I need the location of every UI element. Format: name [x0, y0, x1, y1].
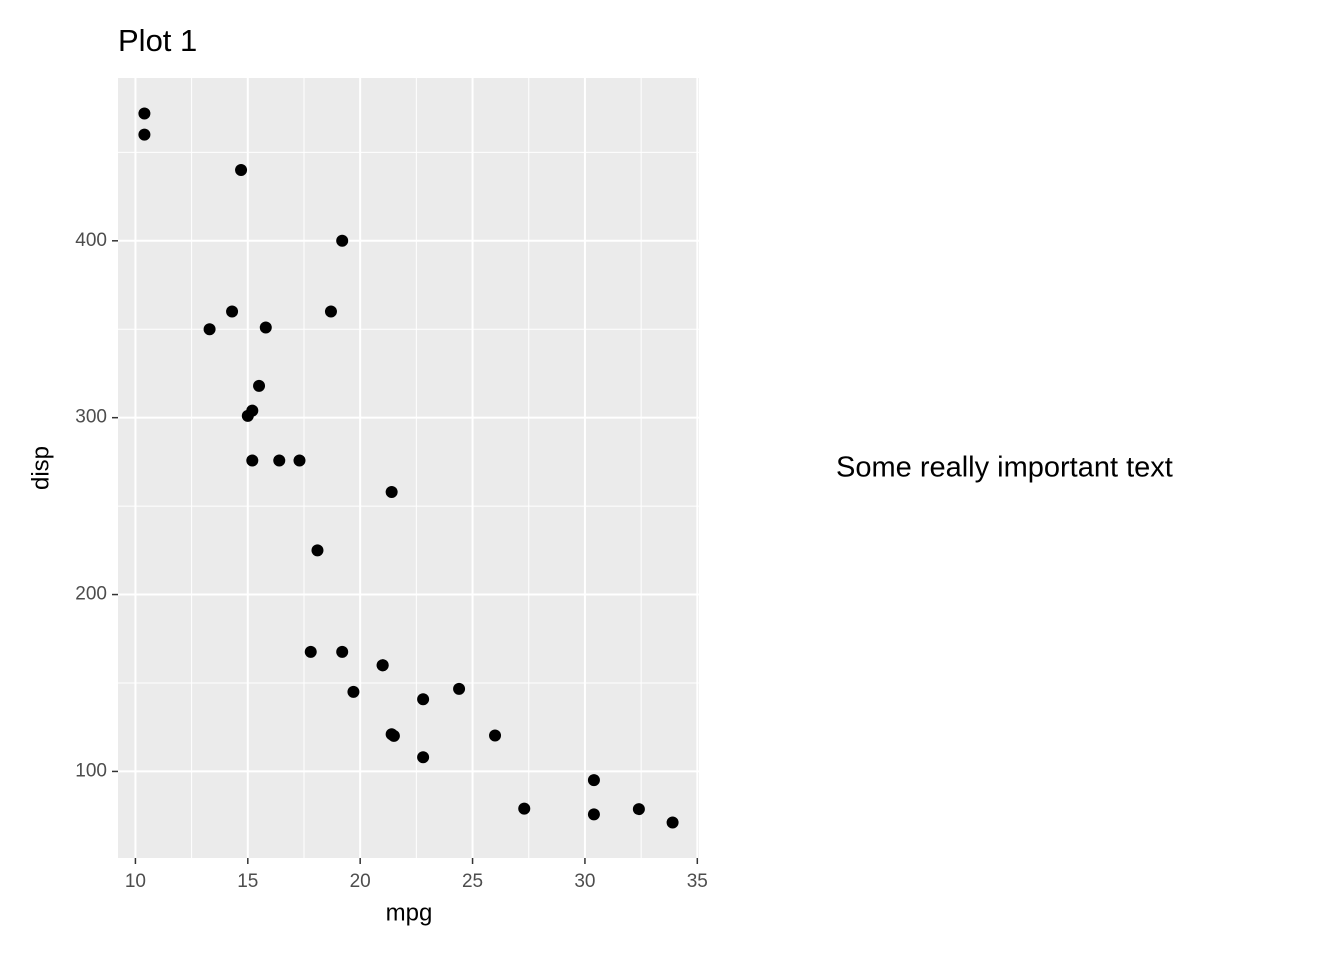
- y-tick-label: 300: [75, 407, 107, 428]
- point: [632, 803, 645, 816]
- point: [453, 682, 466, 695]
- point: [226, 305, 239, 318]
- point: [347, 685, 360, 698]
- x-tick-label: 20: [350, 871, 371, 892]
- point: [417, 751, 430, 764]
- annotation: Some really important text: [836, 452, 1173, 484]
- point: [304, 645, 317, 658]
- y-axis-title: disp: [27, 446, 54, 490]
- point: [203, 323, 216, 336]
- point: [324, 305, 337, 318]
- point: [259, 321, 272, 334]
- grid: [118, 78, 699, 858]
- point: [489, 729, 502, 742]
- point: [336, 234, 349, 247]
- points: [138, 107, 679, 829]
- x-tick-label: 15: [237, 871, 258, 892]
- point: [587, 774, 600, 787]
- point: [235, 164, 248, 177]
- point: [311, 544, 324, 557]
- point: [385, 485, 398, 498]
- point: [138, 128, 151, 141]
- x-tick-label: 35: [687, 871, 708, 892]
- point: [138, 107, 151, 120]
- point: [376, 659, 389, 672]
- point: [336, 645, 349, 658]
- chart-title: Plot 1: [118, 23, 197, 58]
- x-axis-title: mpg: [386, 899, 433, 926]
- y-tick-label: 200: [75, 584, 107, 605]
- x-tick-label: 25: [462, 871, 483, 892]
- point: [293, 454, 306, 467]
- point: [253, 379, 266, 392]
- panel: [118, 78, 699, 858]
- point: [666, 816, 679, 829]
- point: [241, 409, 254, 422]
- point: [518, 802, 531, 815]
- y-tick-label: 100: [75, 760, 107, 781]
- point: [417, 693, 430, 706]
- point: [385, 728, 398, 741]
- point: [587, 808, 600, 821]
- point: [246, 454, 259, 467]
- x-tick-label: 10: [125, 871, 146, 892]
- y-tick-label: 400: [75, 230, 107, 251]
- point: [273, 454, 286, 467]
- x-tick-label: 30: [574, 871, 595, 892]
